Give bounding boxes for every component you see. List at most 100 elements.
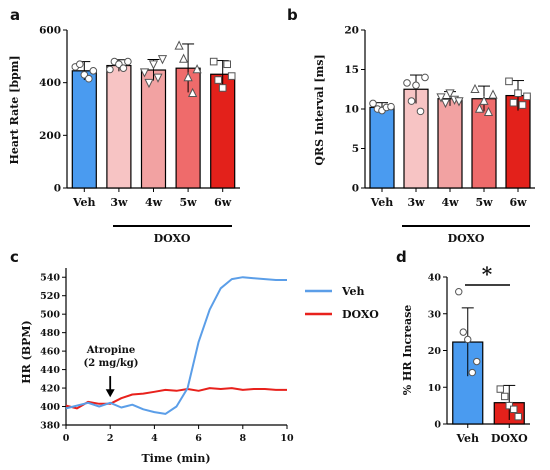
data-point	[518, 101, 527, 109]
data-point	[85, 74, 93, 83]
y-axis-title: % HR Increase	[401, 305, 414, 396]
x-tick-label: 4w	[145, 196, 163, 209]
x-tick-label: 5w	[475, 196, 493, 209]
data-point	[474, 103, 485, 113]
y-tick-label: 5	[352, 143, 359, 155]
data-point	[412, 81, 420, 90]
x-tick-label: 5w	[180, 196, 198, 209]
x-tick-label: 6w	[214, 196, 232, 209]
data-point	[369, 99, 377, 108]
y-axis-title: QRS Interval [ms]	[313, 54, 326, 165]
data-point	[510, 405, 518, 414]
legend: Veh DOXO	[305, 285, 379, 321]
y-tick-label: 400	[39, 77, 61, 89]
arrow-head	[105, 389, 115, 398]
data-point	[514, 89, 522, 98]
bar-series	[71, 40, 236, 189]
data-point	[473, 357, 481, 366]
data-point	[470, 83, 480, 94]
chart-hr-time: HR (BPM) Time (min) 38040042044046048050…	[20, 268, 379, 465]
data-point	[479, 95, 489, 105]
panel-letter-c: c	[10, 248, 19, 266]
y-tick-label: 0	[434, 420, 441, 431]
data-point	[459, 328, 467, 336]
data-point	[468, 368, 476, 377]
y-tick-label: 40	[428, 273, 442, 284]
x-tick-label: 3w	[407, 196, 425, 209]
y-tick-label: 0	[352, 183, 359, 195]
group-label-doxo: DOXO	[154, 232, 191, 245]
line-veh	[65, 276, 287, 415]
bar-4w	[437, 98, 463, 189]
data-point	[407, 97, 416, 105]
data-point	[403, 79, 411, 87]
x-tick-label: 4w	[441, 196, 459, 209]
bar-3w	[403, 88, 429, 189]
data-point	[119, 64, 128, 72]
chart-qrs-interval: QRS Interval [ms] 0 5 10 15 20 Veh 3w 4w 5w 6w D…	[313, 25, 535, 245]
data-point	[124, 57, 132, 66]
x-tick-label: 2	[107, 433, 114, 444]
group-label-doxo: DOXO	[448, 232, 485, 245]
x-axis-ticks: Veh 3w 4w 5w 6w	[72, 188, 232, 209]
data-point	[227, 72, 236, 80]
panel-letter-a: a	[10, 6, 20, 24]
y-axis-title: HR (BPM)	[20, 320, 33, 384]
data-point	[483, 106, 494, 116]
data-point	[514, 412, 522, 421]
bar-4w	[140, 69, 167, 189]
data-point	[139, 68, 150, 78]
x-tick-label: Veh	[455, 432, 479, 445]
y-tick-label: 540	[40, 273, 60, 284]
y-tick-label: 200	[39, 130, 61, 142]
data-point	[416, 107, 425, 116]
annotation-line2: (2 mg/kg)	[83, 358, 138, 369]
data-point	[148, 60, 159, 70]
bar-3w	[106, 64, 132, 189]
y-tick-label: 10	[344, 104, 359, 116]
data-point	[89, 67, 98, 75]
x-tick-label: 10	[280, 433, 294, 444]
data-point	[496, 385, 504, 393]
x-tick-label: 0	[63, 433, 70, 444]
y-axis-ticks: 0 200 400 600	[39, 25, 240, 195]
panel-letter-d: d	[396, 248, 407, 266]
y-tick-label: 30	[428, 309, 442, 320]
bar-veh	[369, 106, 395, 189]
legend-label-doxo: DOXO	[342, 308, 379, 321]
data-point	[223, 60, 231, 69]
data-point	[501, 392, 509, 401]
y-tick-label: 600	[39, 25, 61, 37]
x-tick-label: 6w	[509, 196, 527, 209]
y-tick-label: 480	[40, 328, 60, 339]
data-point	[209, 57, 218, 66]
annotation-line1: Atropine	[86, 345, 136, 356]
y-tick-label: 440	[40, 365, 60, 376]
data-point	[174, 40, 184, 50]
y-tick-label: 420	[40, 384, 60, 395]
data-point	[421, 73, 429, 82]
y-tick-label: 520	[40, 291, 60, 302]
bar-veh	[71, 70, 97, 189]
data-point	[218, 84, 227, 92]
data-point	[144, 78, 154, 89]
atropine-arrow	[105, 376, 115, 398]
data-point	[153, 73, 163, 83]
x-axis-ticks: Veh 3w 4w 5w 6w	[370, 188, 527, 209]
data-point	[440, 98, 451, 109]
y-tick-label: 10	[428, 383, 442, 394]
axis-ticks: 380 400 420 440 460 480 500 520 540 0 2 4 6 8 10	[40, 268, 294, 444]
x-tick-label: Veh	[72, 196, 96, 209]
x-axis-ticks: Veh DOXO	[455, 424, 528, 445]
y-tick-label: 460	[40, 347, 60, 358]
y-tick-label: 500	[40, 310, 60, 321]
line-doxo	[65, 387, 287, 410]
y-tick-label: 20	[344, 25, 359, 37]
data-point	[192, 64, 202, 74]
legend-label-veh: Veh	[341, 285, 365, 298]
data-point	[436, 93, 446, 103]
data-point	[505, 77, 513, 86]
data-point	[183, 71, 193, 82]
panel-letter-b: b	[287, 6, 298, 24]
x-tick-label: 3w	[110, 196, 128, 209]
